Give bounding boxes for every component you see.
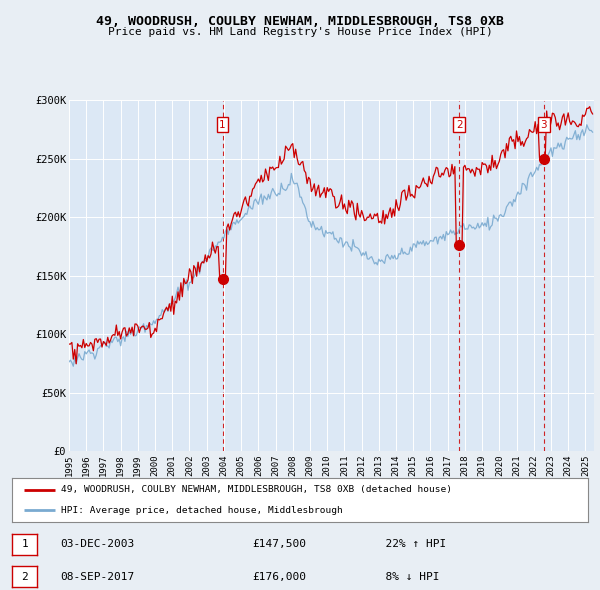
Text: 49, WOODRUSH, COULBY NEWHAM, MIDDLESBROUGH, TS8 0XB (detached house): 49, WOODRUSH, COULBY NEWHAM, MIDDLESBROU… — [61, 486, 452, 494]
Text: 03-DEC-2003: 03-DEC-2003 — [60, 539, 134, 549]
Text: 49, WOODRUSH, COULBY NEWHAM, MIDDLESBROUGH, TS8 0XB: 49, WOODRUSH, COULBY NEWHAM, MIDDLESBROU… — [96, 15, 504, 28]
Text: 08-SEP-2017: 08-SEP-2017 — [60, 572, 134, 582]
Text: 1: 1 — [21, 539, 28, 549]
Text: 1: 1 — [219, 120, 226, 130]
Text: 8% ↓ HPI: 8% ↓ HPI — [372, 572, 439, 582]
Text: Price paid vs. HM Land Registry's House Price Index (HPI): Price paid vs. HM Land Registry's House … — [107, 27, 493, 37]
Text: 2: 2 — [456, 120, 463, 130]
Text: 2: 2 — [21, 572, 28, 582]
Text: £176,000: £176,000 — [252, 572, 306, 582]
Text: HPI: Average price, detached house, Middlesbrough: HPI: Average price, detached house, Midd… — [61, 506, 343, 514]
Text: 3: 3 — [541, 120, 547, 130]
Text: 22% ↑ HPI: 22% ↑ HPI — [372, 539, 446, 549]
Text: £147,500: £147,500 — [252, 539, 306, 549]
